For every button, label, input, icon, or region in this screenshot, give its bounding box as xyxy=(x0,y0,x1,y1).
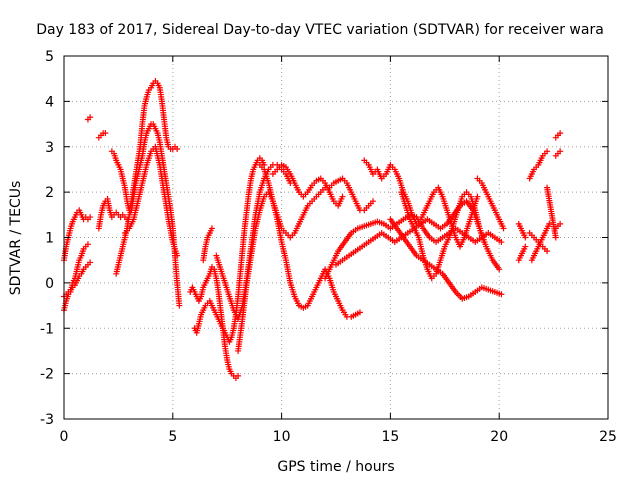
data-point xyxy=(174,146,181,153)
x-tick-label: 15 xyxy=(381,429,399,445)
x-axis-label: GPS time / hours xyxy=(277,459,394,475)
data-point xyxy=(87,114,94,121)
data-point xyxy=(87,214,94,221)
y-tick-label: 2 xyxy=(45,185,54,201)
y-tick-label: -1 xyxy=(40,321,54,337)
grid xyxy=(64,56,608,419)
data-point xyxy=(176,302,183,309)
data-point xyxy=(557,130,564,137)
data-point xyxy=(235,372,242,379)
data-point xyxy=(500,225,507,232)
data-point xyxy=(84,241,91,248)
x-tick-label: 20 xyxy=(490,429,508,445)
data-point xyxy=(474,193,481,200)
x-tick-label: 0 xyxy=(60,429,69,445)
data-point xyxy=(544,248,551,255)
chart-title: Day 183 of 2017, Sidereal Day-to-day VTE… xyxy=(36,22,604,38)
x-tick-label: 25 xyxy=(599,429,617,445)
data-point xyxy=(339,193,346,200)
data-point xyxy=(208,225,215,232)
y-tick-label: 3 xyxy=(45,140,54,156)
data-point xyxy=(87,259,94,266)
data-points xyxy=(61,77,564,382)
data-point xyxy=(552,234,559,241)
data-point xyxy=(557,148,564,155)
data-point xyxy=(498,291,505,298)
y-axis-label: SDTVAR / TECUs xyxy=(8,181,24,296)
data-point xyxy=(174,252,181,259)
data-point xyxy=(557,220,564,227)
data-point xyxy=(522,243,529,250)
data-point xyxy=(102,130,109,137)
y-tick-label: -3 xyxy=(40,412,54,428)
y-tick-label: 4 xyxy=(45,94,54,110)
y-tick-label: 0 xyxy=(45,276,54,292)
y-tick-label: -2 xyxy=(40,367,54,383)
data-point xyxy=(496,266,503,273)
x-tick-label: 10 xyxy=(273,429,291,445)
x-tick-label: 5 xyxy=(168,429,177,445)
data-point xyxy=(544,148,551,155)
data-point xyxy=(522,234,529,241)
axis-ticks: 0 5 10 15 20 25 -3 -2 -1 0 1 2 3 4 5 xyxy=(40,49,617,445)
y-tick-label: 5 xyxy=(45,49,54,65)
data-point xyxy=(498,239,505,246)
data-point xyxy=(480,239,487,246)
data-point xyxy=(369,198,376,205)
y-tick-label: 1 xyxy=(45,231,54,247)
data-point xyxy=(356,309,363,316)
